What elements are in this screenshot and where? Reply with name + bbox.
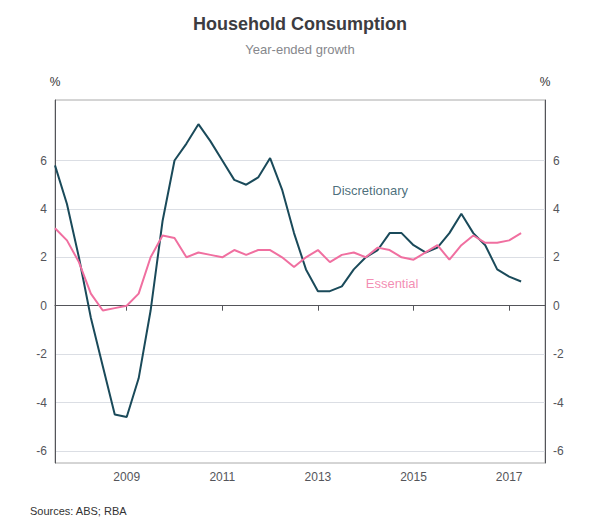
svg-text:Year-ended growth: Year-ended growth <box>245 42 354 57</box>
svg-text:%: % <box>50 75 61 89</box>
svg-text:2: 2 <box>40 250 47 264</box>
svg-text:Discretionary: Discretionary <box>332 183 408 198</box>
svg-text:2017: 2017 <box>496 470 523 484</box>
svg-text:4: 4 <box>40 202 47 216</box>
svg-text:-6: -6 <box>36 444 47 458</box>
svg-text:Household Consumption: Household Consumption <box>193 14 407 34</box>
svg-text:0: 0 <box>40 299 47 313</box>
svg-text:0: 0 <box>553 299 560 313</box>
svg-text:-2: -2 <box>36 347 47 361</box>
svg-text:6: 6 <box>40 154 47 168</box>
svg-text:-4: -4 <box>553 396 564 410</box>
svg-text:-2: -2 <box>553 347 564 361</box>
svg-text:-4: -4 <box>36 396 47 410</box>
svg-text:2015: 2015 <box>400 470 427 484</box>
svg-text:2: 2 <box>553 250 560 264</box>
svg-text:6: 6 <box>553 154 560 168</box>
svg-text:2009: 2009 <box>113 470 140 484</box>
svg-text:%: % <box>540 75 551 89</box>
svg-text:4: 4 <box>553 202 560 216</box>
svg-text:Essential: Essential <box>366 276 419 291</box>
svg-text:Sources: ABS; RBA: Sources: ABS; RBA <box>30 505 127 517</box>
svg-text:-6: -6 <box>553 444 564 458</box>
svg-text:2013: 2013 <box>305 470 332 484</box>
svg-text:2011: 2011 <box>209 470 235 484</box>
